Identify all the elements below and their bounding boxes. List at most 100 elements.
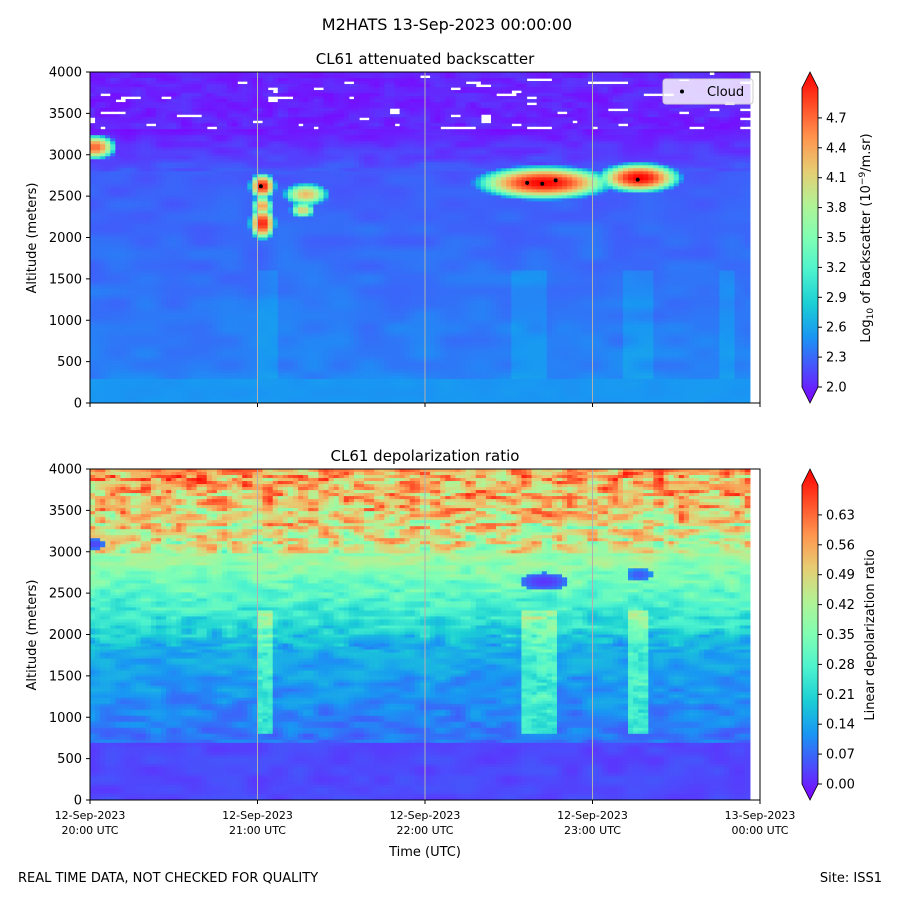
backscatter-cell — [125, 378, 132, 383]
backscatter-cell — [150, 75, 157, 79]
backscatter-cell — [95, 204, 101, 209]
backscatter-cell — [95, 210, 101, 215]
backscatter-cell — [95, 273, 101, 278]
backscatter-cell — [155, 192, 162, 196]
backscatter-cell — [100, 204, 106, 209]
backscatter-cell — [130, 249, 137, 254]
backscatter-cell — [95, 144, 101, 148]
backscatter-cell — [155, 111, 162, 115]
backscatter-cell — [161, 318, 167, 323]
backscatter-cell — [135, 285, 142, 290]
backscatter-cell — [125, 138, 132, 142]
backscatter-cell — [105, 348, 111, 353]
backscatter-cell — [130, 303, 137, 308]
backscatter-cell — [120, 372, 127, 377]
backscatter-cell — [161, 267, 167, 272]
backscatter-cell — [161, 84, 167, 88]
backscatter-cell — [130, 375, 137, 380]
backscatter-cell — [110, 204, 116, 209]
backscatter-cell — [155, 249, 162, 254]
backscatter-cell — [135, 108, 142, 112]
backscatter-cell — [145, 297, 152, 302]
backscatter-cell — [166, 225, 172, 230]
backscatter-cell — [120, 258, 127, 263]
backscatter-cell — [150, 180, 157, 184]
backscatter-cell — [90, 180, 96, 184]
backscatter-cell — [105, 126, 111, 130]
backscatter-cell — [105, 156, 111, 160]
backscatter-cell — [105, 138, 111, 142]
backscatter-cell — [105, 396, 111, 401]
backscatter-cell — [90, 99, 96, 103]
backscatter-cell — [150, 309, 157, 314]
backscatter-cell — [135, 306, 142, 311]
backscatter-cell — [120, 315, 127, 320]
backscatter-cell — [145, 300, 152, 305]
backscatter-cell — [145, 72, 152, 76]
backscatter-cell — [95, 345, 101, 350]
backscatter-cell — [100, 177, 106, 181]
backscatter-cell — [120, 348, 127, 353]
backscatter-cell — [135, 399, 142, 403]
backscatter-cell — [100, 375, 106, 380]
backscatter-cell — [155, 264, 162, 269]
backscatter-cell — [110, 381, 116, 386]
backscatter-cell — [105, 324, 111, 329]
backscatter-cell — [161, 117, 167, 121]
backscatter-cell — [105, 186, 111, 190]
backscatter-cell — [110, 378, 116, 383]
backscatter-cell — [130, 378, 137, 383]
backscatter-cell — [120, 147, 127, 151]
backscatter-cell — [161, 258, 167, 263]
backscatter-cell — [95, 222, 101, 227]
backscatter-cell — [100, 345, 106, 350]
backscatter-cell — [140, 183, 147, 187]
backscatter-cell — [150, 372, 157, 377]
backscatter-cell — [90, 261, 96, 266]
backscatter-cell — [155, 318, 162, 323]
backscatter-cell — [166, 369, 172, 374]
backscatter-cell — [110, 84, 116, 88]
backscatter-cell — [120, 162, 127, 166]
backscatter-cell — [140, 399, 147, 403]
backscatter-cell — [120, 114, 127, 118]
backscatter-cell — [125, 303, 132, 308]
backscatter-cell — [125, 276, 132, 281]
backscatter-cell — [95, 267, 101, 272]
backscatter-cell — [120, 324, 127, 329]
backscatter-cell — [125, 168, 132, 172]
backscatter-cell — [140, 156, 147, 160]
backscatter-cell — [90, 126, 96, 130]
backscatter-cell — [155, 399, 162, 403]
backscatter-cell — [120, 132, 127, 136]
backscatter-cell — [110, 276, 116, 281]
backscatter-cell — [100, 207, 106, 212]
backscatter-cell — [135, 288, 142, 293]
backscatter-cell — [130, 219, 137, 224]
backscatter-cell — [95, 216, 101, 221]
backscatter-cell — [140, 264, 147, 269]
backscatter-cell — [120, 228, 127, 233]
backscatter-cell — [115, 387, 122, 392]
backscatter-cell — [110, 279, 116, 284]
backscatter-cell — [135, 267, 142, 272]
backscatter-cell — [130, 186, 137, 190]
backscatter-cell — [120, 294, 127, 299]
backscatter-cell — [90, 300, 96, 305]
backscatter-cell — [100, 381, 106, 386]
backscatter-cell — [100, 330, 106, 335]
backscatter-cell — [161, 312, 167, 317]
backscatter-cell — [155, 147, 162, 151]
backscatter-cell — [145, 183, 152, 187]
backscatter-cell — [90, 270, 96, 275]
backscatter-cell — [140, 282, 147, 287]
backscatter-cell — [120, 180, 127, 184]
backscatter-cell — [125, 81, 132, 85]
backscatter-cell — [110, 117, 116, 121]
backscatter-cell — [90, 213, 96, 218]
backscatter-cell — [145, 99, 152, 103]
backscatter-cell — [155, 240, 162, 245]
backscatter-cell — [110, 270, 116, 275]
backscatter-cell — [155, 99, 162, 103]
backscatter-cell — [115, 90, 122, 94]
